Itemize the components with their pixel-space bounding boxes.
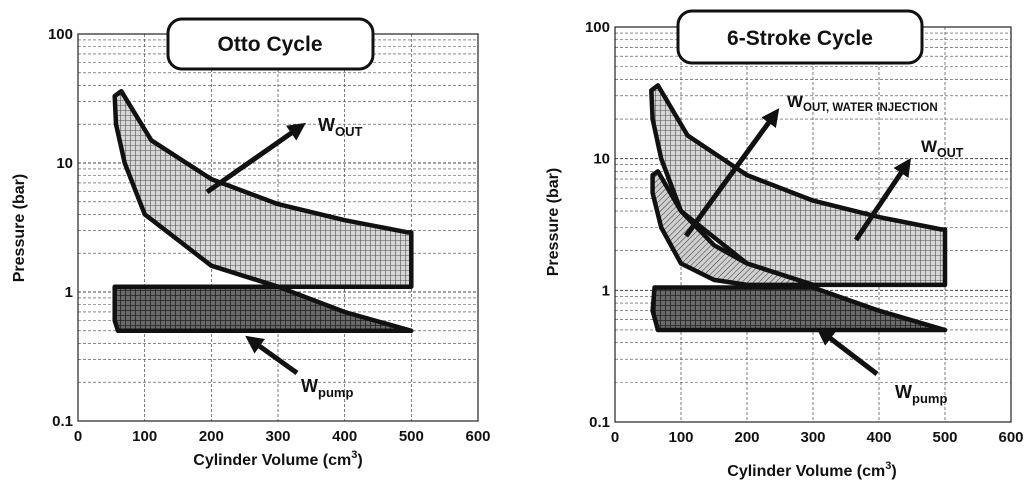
- label-wpump: Wpump: [301, 376, 353, 400]
- chart-otto: 0 100 200 300 400 500 600 0.1 1 10 100 Pressure (…: [11, 17, 491, 469]
- x-tick-label: 500: [932, 429, 957, 446]
- arrow-wpump: [245, 335, 299, 376]
- y-tick-label: 1: [602, 282, 610, 299]
- arrow-wout: [205, 122, 306, 195]
- chart-six-stroke: 0 100 200 300 400 500 600 0.1 1 10 100 Pressure (…: [545, 9, 1024, 480]
- area-wout-water-injection: [649, 83, 948, 288]
- arrow-wout-water-injection: [683, 108, 780, 238]
- plot-areas: [112, 88, 414, 334]
- y-tick-label: 100: [585, 19, 610, 36]
- y-tick-label: 0.1: [52, 413, 73, 430]
- y-axis-label: Pressure (bar): [545, 168, 562, 277]
- x-tick-labels: 0 100 200 300 400 500 600: [611, 429, 1024, 446]
- x-axis-label: Cylinder Volume (cm3): [193, 449, 362, 469]
- chart-title-box: 6-Stroke Cycle: [676, 9, 924, 65]
- label-wout: WOUT: [318, 115, 363, 139]
- y-tick-labels: 0.1 1 10 100: [48, 26, 73, 430]
- x-tick-label: 500: [399, 428, 424, 445]
- y-tick-labels: 0.1 1 10 100: [585, 19, 610, 431]
- x-tick-label: 200: [734, 429, 759, 446]
- label-wout-water-injection: WOUT, WATER INJECTION: [787, 92, 938, 114]
- x-tick-label: 0: [74, 428, 82, 445]
- area-wout: [112, 88, 414, 289]
- arrow-wpump: [816, 327, 879, 376]
- arrow-wout: [853, 158, 912, 242]
- area-wpump: [112, 284, 414, 334]
- x-axis-label: Cylinder Volume (cm3): [727, 460, 896, 480]
- x-tick-label: 600: [465, 428, 490, 445]
- plot-areas: [649, 83, 948, 333]
- x-tick-label: 0: [611, 429, 619, 446]
- chart-title: 6-Stroke Cycle: [727, 27, 873, 50]
- x-tick-label: 400: [866, 429, 891, 446]
- area-wpump: [650, 285, 948, 333]
- label-wout: WOUT: [921, 137, 964, 160]
- x-tick-labels: 0 100 200 300 400 500 600: [74, 428, 491, 445]
- x-tick-label: 100: [668, 429, 693, 446]
- x-tick-label: 600: [998, 429, 1023, 446]
- y-tick-label: 100: [48, 26, 73, 43]
- y-tick-label: 10: [56, 155, 73, 172]
- y-tick-label: 10: [593, 151, 610, 168]
- label-wpump: Wpump: [895, 382, 947, 406]
- y-tick-label: 1: [65, 284, 73, 301]
- x-tick-label: 300: [265, 428, 290, 445]
- y-axis-label: Pressure (bar): [11, 174, 28, 283]
- y-tick-label: 0.1: [589, 414, 610, 431]
- x-tick-label: 100: [132, 428, 157, 445]
- area-wout: [650, 169, 816, 288]
- x-tick-label: 200: [199, 428, 224, 445]
- x-tick-label: 400: [332, 428, 357, 445]
- chart-title-box: Otto Cycle: [166, 17, 375, 71]
- x-tick-label: 300: [800, 429, 825, 446]
- chart-title: Otto Cycle: [217, 33, 322, 56]
